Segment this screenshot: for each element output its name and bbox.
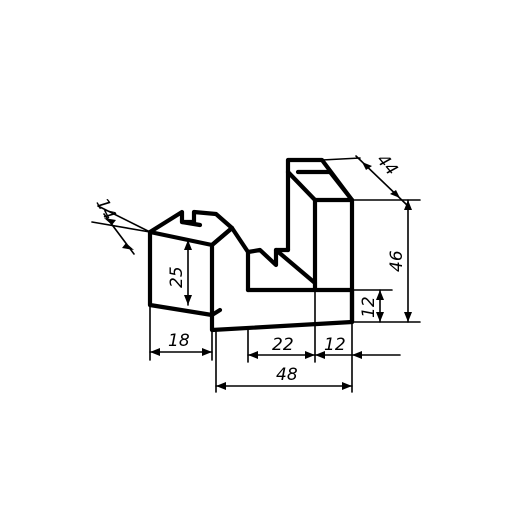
arrow-18-left xyxy=(150,348,160,356)
arrow-25-bottom xyxy=(184,295,192,305)
dim-14-value: 14 xyxy=(92,195,120,223)
arrow-14-b xyxy=(122,243,134,250)
part-outline xyxy=(147,157,355,333)
dim-25-value: 25 xyxy=(167,266,187,288)
arrow-44-a xyxy=(362,162,372,170)
arrow-25-top xyxy=(184,240,192,250)
arrow-12-right xyxy=(352,351,362,359)
arrow-18-right xyxy=(202,348,212,356)
arrow-44-b xyxy=(390,190,400,198)
upright-top-inner-edge xyxy=(295,169,355,203)
arrow-12-left xyxy=(315,351,325,359)
upright-front-face xyxy=(285,169,318,286)
arrowheads xyxy=(104,162,412,390)
upright-side-face xyxy=(312,197,355,325)
dim-48-value: 48 xyxy=(276,365,298,385)
dim-18-value: 18 xyxy=(168,331,190,351)
left-block-side-face xyxy=(209,225,251,293)
left-block-top-with-slot xyxy=(147,209,235,248)
dim-12-bottom-value: 12 xyxy=(324,335,346,355)
dim-46-value: 46 xyxy=(387,250,407,272)
arrow-12-right-bottom xyxy=(376,312,384,322)
dim-12-right-value: 12 xyxy=(359,296,379,318)
arrow-46-top xyxy=(404,200,412,210)
arrow-22-left xyxy=(248,351,258,359)
arrow-48-left xyxy=(216,382,226,390)
arrow-22-right xyxy=(305,351,315,359)
arrow-46-bottom xyxy=(404,312,412,322)
dim-14-extension-b xyxy=(97,205,151,233)
slot-inner-edge xyxy=(179,219,203,228)
dim-14-extension-a xyxy=(91,221,151,233)
arrow-12-right-top xyxy=(376,290,384,300)
dim-22-value: 22 xyxy=(272,335,294,355)
arrow-48-right xyxy=(342,382,352,390)
arrow-14-a xyxy=(104,218,116,225)
base-front-face xyxy=(209,287,355,333)
dim-44-extension xyxy=(321,157,361,161)
base-step-edge xyxy=(245,247,318,293)
